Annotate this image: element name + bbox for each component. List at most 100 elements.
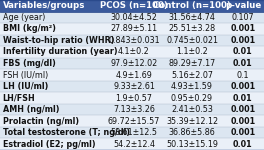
- Bar: [106, 46, 162, 58]
- Bar: [222, 69, 264, 81]
- Bar: [222, 104, 264, 115]
- Bar: [0, 46, 106, 58]
- Text: 31.56±4.74: 31.56±4.74: [169, 13, 215, 22]
- Text: 25.51±3.28: 25.51±3.28: [168, 24, 216, 33]
- Text: 97.9±12.02: 97.9±12.02: [110, 59, 158, 68]
- Text: 2.41±0.53: 2.41±0.53: [171, 105, 213, 114]
- Text: 4.1±0.2: 4.1±0.2: [118, 47, 150, 56]
- Text: 50.13±15.19: 50.13±15.19: [166, 140, 218, 149]
- Text: p-value: p-value: [225, 1, 261, 10]
- Bar: [0, 115, 106, 127]
- Bar: [106, 58, 162, 69]
- Bar: [106, 115, 162, 127]
- Text: 0.001: 0.001: [230, 128, 256, 137]
- Text: LH/FSH: LH/FSH: [3, 94, 35, 103]
- Bar: [0, 23, 106, 35]
- Bar: [222, 81, 264, 92]
- Text: FSH (IU/ml): FSH (IU/ml): [3, 70, 48, 80]
- Text: 0.01: 0.01: [233, 94, 253, 103]
- Text: 0.01: 0.01: [233, 59, 253, 68]
- Text: 0.107: 0.107: [232, 13, 254, 22]
- Bar: [162, 35, 222, 46]
- Bar: [162, 104, 222, 115]
- Bar: [162, 0, 222, 12]
- Bar: [0, 12, 106, 23]
- Bar: [0, 0, 106, 12]
- Text: 35.39±12.12: 35.39±12.12: [166, 117, 218, 126]
- Bar: [222, 127, 264, 138]
- Bar: [0, 58, 106, 69]
- Text: 36.86±5.86: 36.86±5.86: [169, 128, 215, 137]
- Bar: [222, 58, 264, 69]
- Bar: [106, 81, 162, 92]
- Bar: [162, 81, 222, 92]
- Text: AMH (ng/ml): AMH (ng/ml): [3, 105, 59, 114]
- Bar: [162, 23, 222, 35]
- Text: Total testosterone (T; ng/dl): Total testosterone (T; ng/dl): [3, 128, 130, 137]
- Bar: [162, 138, 222, 150]
- Bar: [162, 115, 222, 127]
- Bar: [0, 104, 106, 115]
- Bar: [0, 92, 106, 104]
- Bar: [0, 81, 106, 92]
- Text: 0.001: 0.001: [230, 105, 256, 114]
- Text: LH (IU/ml): LH (IU/ml): [3, 82, 48, 91]
- Bar: [0, 69, 106, 81]
- Text: 1.9±0.57: 1.9±0.57: [115, 94, 153, 103]
- Text: 89.29±7.17: 89.29±7.17: [168, 59, 216, 68]
- Text: 0.001: 0.001: [230, 36, 256, 45]
- Text: 0.1: 0.1: [237, 70, 249, 80]
- Bar: [106, 12, 162, 23]
- Bar: [222, 0, 264, 12]
- Text: 0.745±0.021: 0.745±0.021: [166, 36, 218, 45]
- Text: 4.9±1.69: 4.9±1.69: [116, 70, 152, 80]
- Bar: [106, 138, 162, 150]
- Bar: [0, 35, 106, 46]
- Text: 1.1±0.2: 1.1±0.2: [176, 47, 208, 56]
- Bar: [222, 23, 264, 35]
- Bar: [106, 23, 162, 35]
- Text: 0.01: 0.01: [233, 47, 253, 56]
- Text: BMI (kg/m²): BMI (kg/m²): [3, 24, 56, 33]
- Text: 0.843±0.031: 0.843±0.031: [108, 36, 160, 45]
- Text: 4.93±1.59: 4.93±1.59: [171, 82, 213, 91]
- Text: 27.89±5.11: 27.89±5.11: [110, 24, 158, 33]
- Text: 5.16±2.07: 5.16±2.07: [171, 70, 213, 80]
- Bar: [162, 92, 222, 104]
- Text: 58.61±12.5: 58.61±12.5: [110, 128, 158, 137]
- Bar: [222, 46, 264, 58]
- Text: Age (year): Age (year): [3, 13, 45, 22]
- Bar: [162, 127, 222, 138]
- Bar: [106, 0, 162, 12]
- Text: 0.95±0.29: 0.95±0.29: [171, 94, 213, 103]
- Text: 7.13±3.26: 7.13±3.26: [113, 105, 155, 114]
- Text: PCOS (n=100): PCOS (n=100): [100, 1, 168, 10]
- Bar: [162, 69, 222, 81]
- Bar: [106, 127, 162, 138]
- Text: 9.33±2.61: 9.33±2.61: [113, 82, 155, 91]
- Bar: [106, 35, 162, 46]
- Bar: [0, 127, 106, 138]
- Text: 0.001: 0.001: [230, 82, 256, 91]
- Text: 54.2±12.4: 54.2±12.4: [113, 140, 155, 149]
- Text: Variables/groups: Variables/groups: [3, 1, 85, 10]
- Text: 0.001: 0.001: [230, 117, 256, 126]
- Text: 0.001: 0.001: [230, 24, 256, 33]
- Bar: [162, 46, 222, 58]
- Bar: [222, 12, 264, 23]
- Text: 0.01: 0.01: [233, 140, 253, 149]
- Text: Infertility duration (year): Infertility duration (year): [3, 47, 117, 56]
- Bar: [222, 92, 264, 104]
- Text: 69.72±15.57: 69.72±15.57: [108, 117, 160, 126]
- Bar: [0, 138, 106, 150]
- Bar: [222, 35, 264, 46]
- Text: 30.04±4.52: 30.04±4.52: [111, 13, 157, 22]
- Bar: [162, 12, 222, 23]
- Text: Estradiol (E2; pg/ml): Estradiol (E2; pg/ml): [3, 140, 95, 149]
- Bar: [106, 92, 162, 104]
- Bar: [106, 104, 162, 115]
- Bar: [162, 58, 222, 69]
- Text: Waist-to-hip ratio (WHR): Waist-to-hip ratio (WHR): [3, 36, 114, 45]
- Text: Prolactin (ng/ml): Prolactin (ng/ml): [3, 117, 79, 126]
- Bar: [106, 69, 162, 81]
